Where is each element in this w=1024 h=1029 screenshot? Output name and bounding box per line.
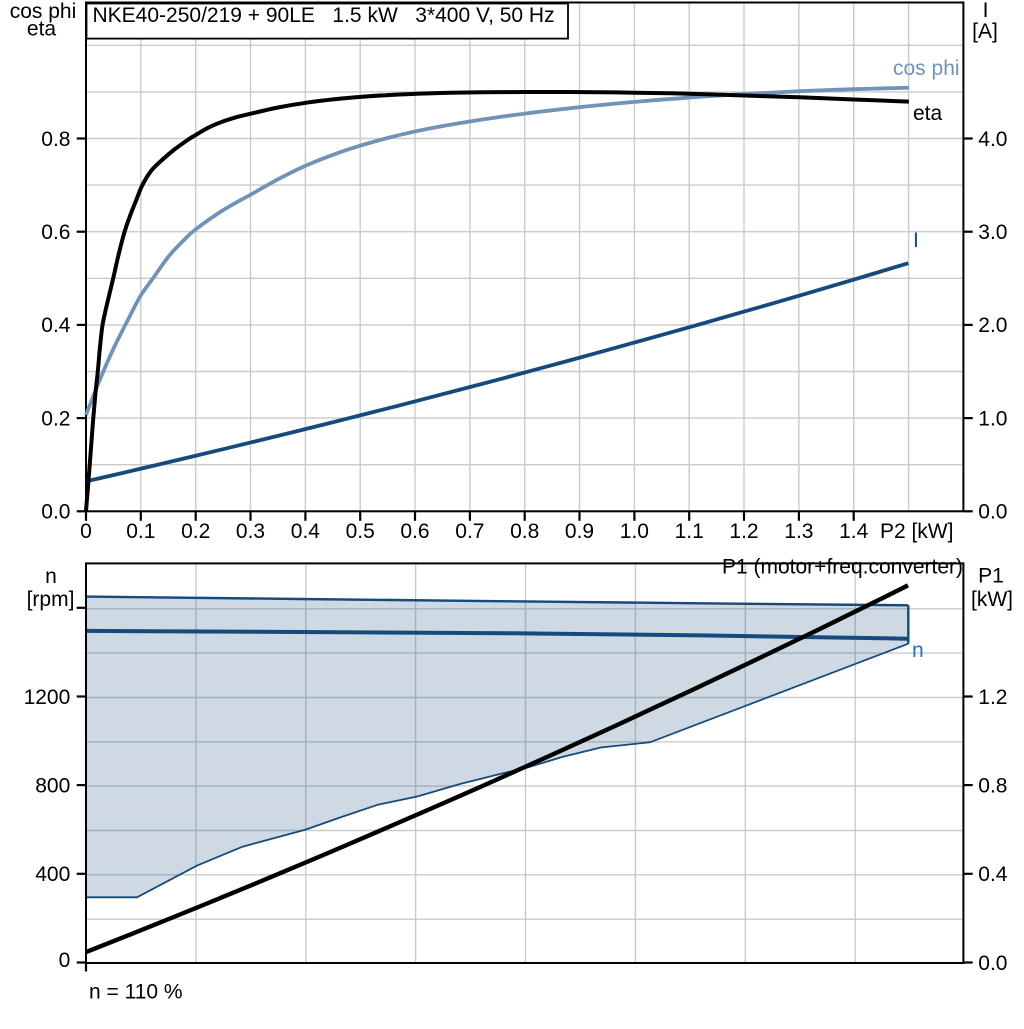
svg-text:0.2: 0.2 — [41, 407, 70, 430]
svg-text:0.8: 0.8 — [41, 128, 70, 151]
svg-text:[rpm]: [rpm] — [27, 588, 75, 611]
svg-text:1200: 1200 — [24, 686, 71, 709]
svg-text:eta: eta — [27, 18, 57, 41]
svg-text:0: 0 — [59, 949, 71, 972]
svg-text:0.9: 0.9 — [565, 520, 594, 543]
svg-text:cos phi: cos phi — [10, 0, 77, 23]
svg-text:0.6: 0.6 — [41, 221, 70, 244]
svg-text:0.4: 0.4 — [291, 520, 321, 543]
svg-text:0: 0 — [80, 520, 92, 543]
svg-text:eta: eta — [913, 102, 943, 125]
svg-text:1.0: 1.0 — [620, 520, 649, 543]
svg-text:[A]: [A] — [972, 20, 998, 43]
svg-text:P1: P1 — [978, 565, 1004, 588]
svg-text:0.4: 0.4 — [978, 863, 1008, 886]
svg-text:0.7: 0.7 — [455, 520, 484, 543]
svg-text:[kW]: [kW] — [971, 588, 1013, 611]
svg-text:1.2: 1.2 — [729, 520, 758, 543]
svg-text:0.8: 0.8 — [510, 520, 539, 543]
svg-text:0.0: 0.0 — [978, 952, 1007, 975]
svg-text:P2 [kW]: P2 [kW] — [880, 520, 954, 543]
svg-text:3.0: 3.0 — [978, 221, 1007, 244]
svg-text:400: 400 — [35, 863, 70, 886]
svg-text:1.4: 1.4 — [839, 520, 869, 543]
svg-text:P1 (motor+freq.converter): P1 (motor+freq.converter) — [722, 556, 963, 579]
svg-text:n: n — [912, 639, 924, 662]
svg-text:0.3: 0.3 — [236, 520, 265, 543]
svg-text:1.2: 1.2 — [978, 686, 1007, 709]
svg-text:0.2: 0.2 — [181, 520, 210, 543]
svg-text:0.8: 0.8 — [978, 774, 1007, 797]
svg-text:n = 110 %: n = 110 % — [89, 981, 183, 1004]
svg-text:n: n — [45, 565, 57, 588]
svg-text:0.5: 0.5 — [346, 520, 375, 543]
svg-text:0.0: 0.0 — [978, 501, 1007, 524]
svg-text:0.0: 0.0 — [41, 501, 70, 524]
svg-text:I: I — [913, 229, 919, 252]
svg-text:1.1: 1.1 — [675, 520, 704, 543]
svg-text:800: 800 — [35, 774, 70, 797]
svg-text:0.1: 0.1 — [126, 520, 155, 543]
svg-text:cos phi: cos phi — [893, 57, 960, 80]
svg-text:1.3: 1.3 — [784, 520, 813, 543]
svg-text:0.4: 0.4 — [41, 314, 71, 337]
svg-text:I: I — [983, 0, 989, 22]
svg-text:1.0: 1.0 — [978, 407, 1007, 430]
svg-text:NKE40-250/219 + 90LE 1.5 kW: NKE40-250/219 + 90LE 1.5 kW 3*400 V, 50 … — [93, 4, 555, 27]
svg-text:4.0: 4.0 — [978, 128, 1007, 151]
svg-text:2.0: 2.0 — [978, 314, 1007, 337]
svg-text:0.6: 0.6 — [400, 520, 429, 543]
